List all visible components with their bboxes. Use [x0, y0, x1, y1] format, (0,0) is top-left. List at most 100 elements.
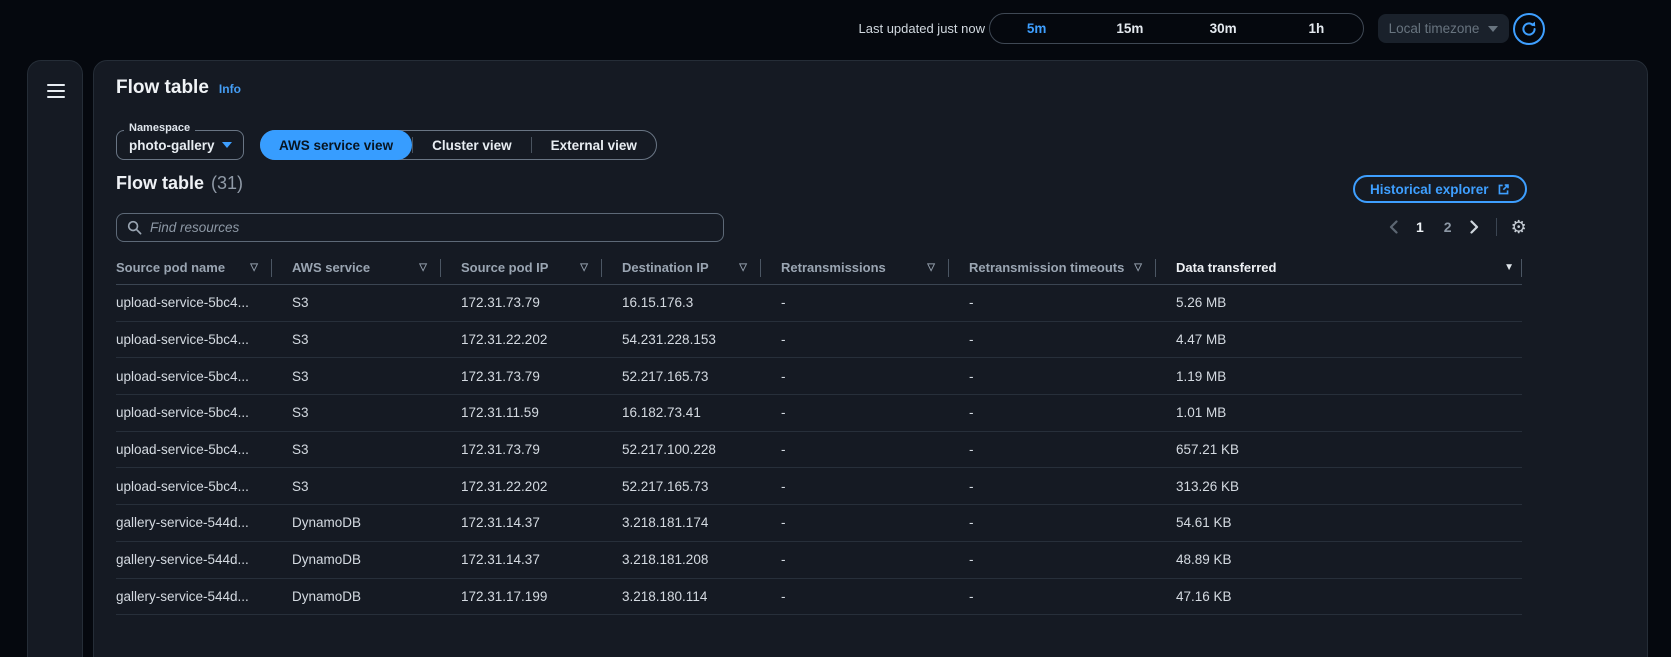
table-cell: 172.31.14.37	[461, 515, 540, 531]
namespace-select[interactable]: photo-gallery	[116, 130, 244, 160]
search-input[interactable]	[150, 220, 713, 235]
time-range-30m[interactable]: 30m	[1209, 21, 1237, 36]
table-row[interactable]: upload-service-5bc4... S3 172.31.11.59 16.1…	[116, 395, 1522, 432]
table-cell: -	[969, 478, 974, 494]
settings-gear-icon[interactable]: ⚙	[1510, 217, 1527, 237]
table-cell: 54.61 KB	[1176, 515, 1232, 531]
table-cell: gallery-service-544d...	[116, 515, 249, 531]
table-row[interactable]: upload-service-5bc4... S3 172.31.22.202 54.…	[116, 322, 1522, 359]
refresh-button[interactable]	[1513, 13, 1545, 45]
next-page-button[interactable]	[1467, 220, 1482, 234]
table-row[interactable]: gallery-service-544d... DynamoDB 172.31.14…	[116, 542, 1522, 579]
table-cell: -	[781, 332, 786, 348]
tab-cluster-view[interactable]: Cluster view	[432, 137, 512, 153]
table-row[interactable]: upload-service-5bc4... S3 172.31.22.202 52.…	[116, 468, 1522, 506]
sort-desc-icon[interactable]: ▼	[1504, 262, 1514, 273]
tab-external-view[interactable]: External view	[550, 137, 637, 153]
table-cell: -	[781, 368, 786, 384]
menu-bar	[47, 96, 65, 98]
table-cell: -	[781, 515, 786, 531]
page-2-button[interactable]: 2	[1443, 219, 1452, 235]
time-range-15m[interactable]: 15m	[1116, 21, 1144, 36]
tab-aws-service-view[interactable]: AWS service view	[260, 130, 413, 160]
filter-icon[interactable]: ▽	[739, 262, 747, 273]
table-cell: 313.26 KB	[1176, 478, 1240, 494]
divider	[412, 137, 414, 153]
table-row[interactable]: upload-service-5bc4... S3 172.31.73.79 16.1…	[116, 285, 1522, 322]
pagination: 1 2 ⚙	[1386, 214, 1527, 240]
info-link[interactable]: Info	[218, 82, 241, 96]
column-label: AWS service	[292, 260, 371, 275]
namespace-label: Namespace	[124, 122, 196, 134]
table-cell: S3	[292, 295, 309, 311]
column-label: Retransmission timeouts	[969, 260, 1125, 275]
page-title: Flow table	[116, 77, 209, 98]
table-cell: 54.231.228.153	[622, 332, 716, 348]
table-cell: 172.31.73.79	[461, 442, 540, 458]
chevron-down-icon	[222, 142, 232, 148]
table-cell: 3.218.181.208	[622, 552, 709, 568]
table-cell: upload-service-5bc4...	[116, 332, 249, 348]
table-cell: -	[781, 405, 786, 421]
table-body: upload-service-5bc4... S3 172.31.73.79 16.1…	[116, 285, 1522, 616]
table-cell: 52.217.165.73	[622, 368, 709, 384]
column-header-retransmission-timeouts[interactable]: Retransmission timeouts ▽	[949, 251, 1156, 284]
table-row[interactable]: upload-service-5bc4... S3 172.31.73.79 52.2…	[116, 432, 1522, 469]
column-header-source-pod-ip[interactable]: Source pod IP ▽	[441, 251, 602, 284]
historical-explorer-label: Historical explorer	[1370, 181, 1489, 197]
column-label: Data transferred	[1176, 260, 1277, 275]
page-1-button[interactable]: 1	[1416, 219, 1424, 235]
view-switcher: AWS service view Cluster view External v…	[260, 130, 657, 160]
table-row[interactable]: gallery-service-544d... DynamoDB 172.31.17…	[116, 579, 1522, 616]
table-cell: upload-service-5bc4...	[116, 478, 249, 494]
filter-icon[interactable]: ▽	[1134, 262, 1142, 273]
timezone-select[interactable]: Local timezone	[1378, 14, 1509, 43]
search-box	[116, 213, 724, 242]
filter-icon[interactable]: ▽	[927, 262, 935, 273]
table-cell: S3	[292, 478, 309, 494]
table-cell: 657.21 KB	[1176, 442, 1240, 458]
time-range-1h[interactable]: 1h	[1308, 21, 1325, 36]
table-cell: -	[781, 588, 786, 604]
table-cell: 1.19 MB	[1176, 368, 1227, 384]
table-cell: -	[781, 478, 786, 494]
table-cell: S3	[292, 368, 309, 384]
table-cell: S3	[292, 442, 309, 458]
table-cell: upload-service-5bc4...	[116, 442, 249, 458]
table-cell: DynamoDB	[292, 515, 362, 531]
column-label: Retransmissions	[781, 260, 886, 275]
table-cell: 5.26 MB	[1176, 295, 1227, 311]
column-header-retransmissions[interactable]: Retransmissions ▽	[761, 251, 949, 284]
column-header-aws-service[interactable]: AWS service ▽	[272, 251, 441, 284]
table-cell: 3.218.181.174	[622, 515, 709, 531]
column-header-destination-ip[interactable]: Destination IP ▽	[602, 251, 761, 284]
last-updated-text: Last updated just now	[858, 21, 985, 36]
menu-icon[interactable]	[47, 84, 65, 98]
namespace-value: photo-gallery	[129, 137, 215, 153]
refresh-icon	[1521, 21, 1537, 37]
table-cell: 16.15.176.3	[622, 295, 694, 311]
time-range-5m[interactable]: 5m	[1026, 21, 1047, 36]
table-cell: 172.31.22.202	[461, 478, 548, 494]
external-link-icon	[1497, 183, 1510, 196]
menu-bar	[47, 84, 65, 86]
column-header-data-transferred[interactable]: Data transferred ▼	[1156, 251, 1522, 284]
filter-icon[interactable]: ▽	[250, 262, 258, 273]
flow-table-panel: Flow table Info Namespace photo-gallery …	[93, 60, 1648, 657]
filter-icon[interactable]: ▽	[419, 262, 427, 273]
table-cell: 4.47 MB	[1176, 332, 1227, 348]
table-cell: 52.217.100.228	[622, 442, 716, 458]
table-row[interactable]: gallery-service-544d... DynamoDB 172.31.14…	[116, 505, 1522, 542]
historical-explorer-button[interactable]: Historical explorer	[1353, 175, 1527, 203]
table-cell: 52.217.165.73	[622, 478, 709, 494]
column-header-source-pod-name[interactable]: Source pod name ▽	[116, 251, 272, 284]
panel-title-row: Flow table Info	[116, 77, 241, 99]
previous-page-button[interactable]	[1386, 220, 1401, 234]
table-cell: upload-service-5bc4...	[116, 368, 249, 384]
sidebar	[27, 60, 83, 657]
table-cell: upload-service-5bc4...	[116, 405, 249, 421]
table-row[interactable]: upload-service-5bc4... S3 172.31.73.79 52.2…	[116, 358, 1522, 396]
table-cell: 48.89 KB	[1176, 552, 1232, 568]
table-cell: -	[781, 442, 786, 458]
filter-icon[interactable]: ▽	[580, 262, 588, 273]
